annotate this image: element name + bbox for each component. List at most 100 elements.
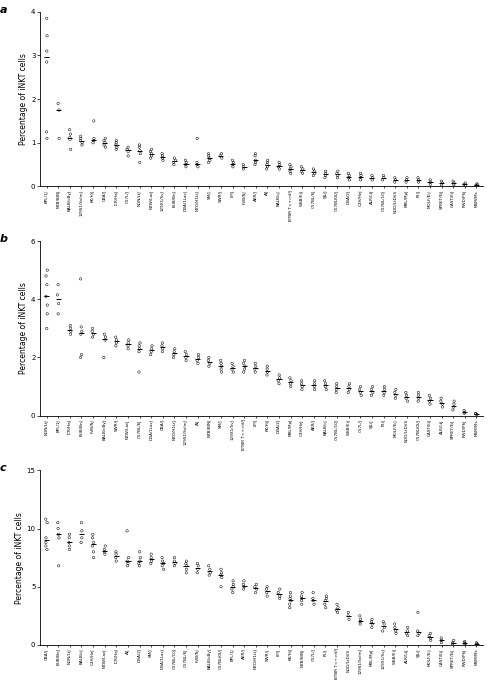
Point (390, 619, 398, 630)
Point (228, 159, 236, 170)
Point (357, 390, 365, 401)
Point (449, 179, 457, 190)
Point (123, 144, 131, 155)
Point (285, 593, 293, 604)
Point (321, 378, 329, 389)
Point (228, 155, 236, 166)
Point (53, 289, 61, 300)
Point (55, 105, 63, 116)
Point (147, 343, 155, 354)
Point (437, 176, 445, 187)
Point (263, 590, 270, 601)
Point (321, 595, 328, 606)
Point (123, 556, 131, 566)
Point (308, 593, 316, 604)
Point (437, 635, 445, 646)
Point (436, 632, 444, 643)
Point (322, 593, 329, 604)
Point (100, 135, 108, 146)
Point (239, 164, 247, 175)
Point (414, 177, 422, 188)
Point (297, 384, 305, 395)
Point (322, 384, 329, 395)
Point (449, 635, 457, 646)
Point (112, 140, 120, 151)
Point (55, 560, 62, 571)
Point (42, 532, 50, 543)
Point (367, 619, 375, 630)
Point (367, 170, 375, 181)
Point (194, 349, 202, 360)
Point (471, 408, 479, 419)
Point (380, 619, 387, 630)
Point (89, 547, 97, 558)
Point (181, 346, 189, 357)
Point (297, 599, 305, 610)
Point (391, 628, 399, 639)
Point (285, 602, 293, 613)
Point (380, 622, 387, 633)
Point (124, 343, 132, 354)
Point (112, 547, 120, 558)
Point (102, 142, 109, 153)
Point (333, 607, 341, 618)
Point (54, 98, 62, 109)
Point (263, 369, 270, 380)
Point (309, 599, 317, 610)
Point (414, 387, 422, 398)
Point (88, 323, 96, 334)
Point (77, 133, 84, 144)
Point (78, 326, 86, 337)
Point (401, 387, 409, 398)
Point (100, 544, 108, 555)
Point (89, 137, 97, 148)
Point (158, 560, 166, 571)
Point (124, 146, 132, 157)
Point (333, 172, 341, 183)
Point (449, 401, 457, 412)
Point (251, 587, 259, 598)
Point (275, 157, 283, 168)
Point (148, 340, 156, 351)
Point (438, 401, 446, 412)
Point (286, 378, 294, 389)
Point (321, 602, 329, 613)
Point (170, 552, 178, 563)
Point (263, 587, 270, 598)
Point (66, 129, 74, 140)
Point (78, 140, 86, 151)
Point (426, 628, 433, 639)
Point (356, 614, 364, 625)
Point (112, 340, 120, 351)
Point (345, 175, 353, 186)
Point (228, 162, 236, 173)
Point (310, 166, 318, 177)
Point (147, 346, 155, 357)
Point (158, 340, 165, 351)
Point (101, 329, 108, 340)
Point (43, 264, 51, 275)
Point (285, 599, 293, 610)
Point (356, 387, 364, 398)
Point (239, 358, 247, 369)
Point (286, 595, 294, 606)
Point (380, 384, 387, 395)
Point (333, 602, 341, 613)
Point (461, 180, 468, 191)
Point (229, 157, 237, 168)
Point (345, 170, 352, 181)
Point (297, 375, 305, 386)
Point (367, 175, 375, 186)
Point (228, 358, 236, 369)
Point (413, 172, 421, 183)
Point (147, 144, 155, 155)
Point (123, 560, 131, 571)
Point (170, 346, 178, 357)
Point (285, 159, 293, 170)
Point (356, 170, 364, 181)
Point (42, 291, 50, 302)
Point (78, 525, 85, 536)
Point (297, 162, 305, 173)
Point (88, 332, 96, 342)
Point (90, 329, 98, 340)
